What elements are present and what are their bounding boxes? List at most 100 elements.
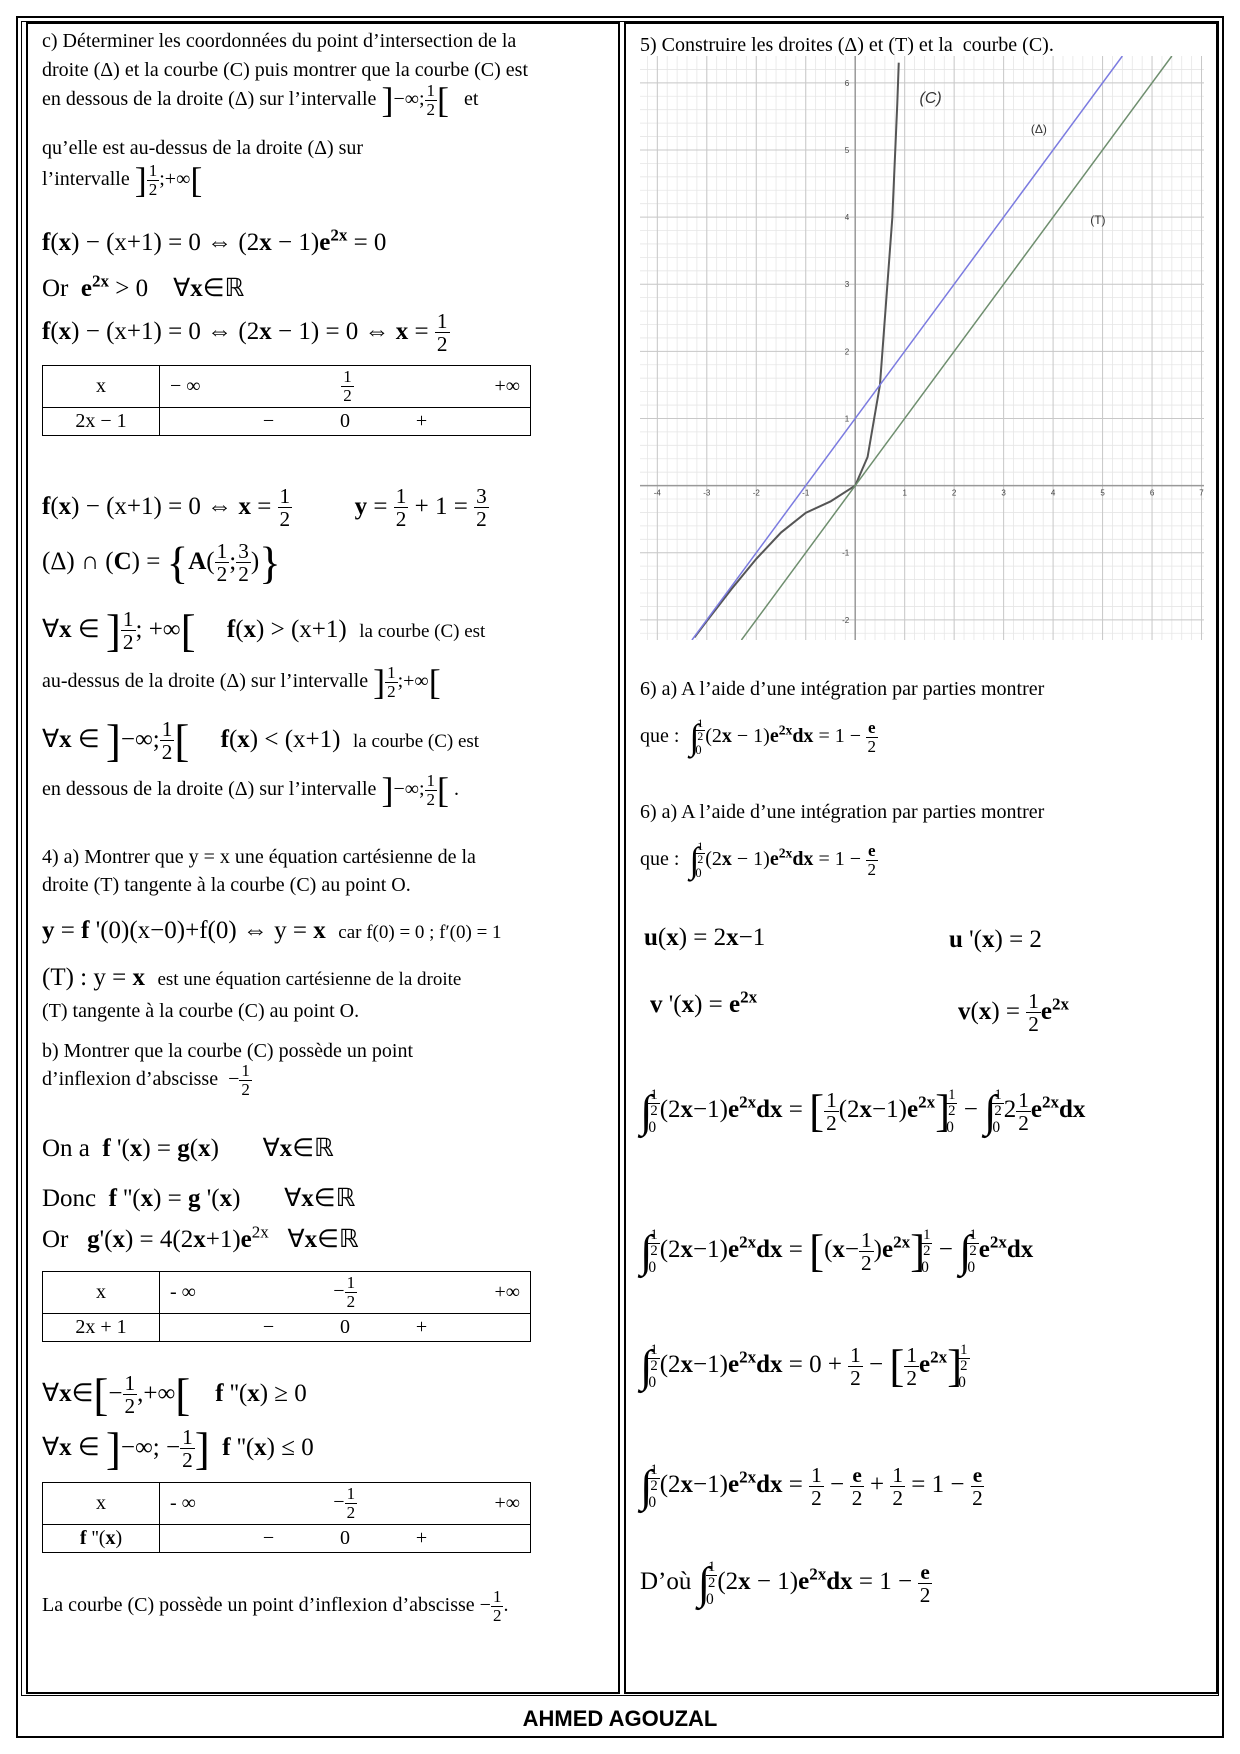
- bold: x: [259, 318, 272, 345]
- text: ''(: [223, 1379, 248, 1407]
- text: e: [919, 1351, 931, 1379]
- text: ) − (x+1) = 0 ⇔ (2: [71, 317, 260, 345]
- text: +: [415, 1526, 428, 1549]
- bold: 2x: [1052, 994, 1069, 1013]
- text: 0: [695, 865, 702, 880]
- denominator: 2: [921, 1244, 932, 1259]
- text: 0: [340, 1526, 350, 1549]
- text: 2: [707, 1575, 716, 1592]
- line: 6) a) A l’aide d’une intégration par par…: [640, 801, 1044, 824]
- text: en dessous de la droite (Δ) sur l’interv…: [42, 777, 382, 800]
- big-symbol: [: [190, 160, 202, 200]
- text: ∈: [71, 725, 106, 753]
- numerator: 1: [824, 1089, 839, 1113]
- denominator: 2: [341, 386, 354, 405]
- text: (: [228, 725, 238, 753]
- text: '(: [99, 1226, 113, 1254]
- lower-limit: 0: [967, 1260, 978, 1276]
- text: 1: [1028, 989, 1039, 1013]
- text: ;+∞: [159, 167, 191, 190]
- text: dx: [756, 1351, 783, 1379]
- text: 3: [476, 484, 487, 508]
- text: (T) tangente à la courbe (C) au point O.: [42, 1000, 360, 1022]
- text: = 0 +: [782, 1351, 849, 1379]
- text: dx: [756, 1236, 783, 1264]
- denominator: 2: [695, 731, 705, 743]
- bold: e: [81, 275, 92, 302]
- text: 2: [650, 1358, 658, 1375]
- text: −: [844, 1236, 860, 1264]
- text: 2x: [739, 1233, 757, 1253]
- table-cell: - ∞ −1 2 +∞: [159, 1271, 531, 1314]
- denominator: 2: [648, 1244, 659, 1259]
- text: x: [58, 317, 72, 345]
- bold: x: [220, 1185, 233, 1212]
- curve: [691, 56, 1123, 640]
- expression: f ''(x): [80, 1527, 122, 1549]
- y-tick-label: 2: [845, 347, 850, 356]
- text: 2x: [930, 1348, 948, 1368]
- text: 1: [346, 1273, 356, 1292]
- bold: f: [42, 229, 50, 256]
- text: e: [727, 1471, 740, 1499]
- bold: 2x: [990, 1233, 1007, 1252]
- left-column: [26, 22, 620, 1694]
- text: ''(: [116, 1185, 141, 1212]
- text: e: [80, 275, 92, 303]
- text: 2: [861, 1251, 872, 1276]
- text: −1): [872, 1096, 907, 1124]
- numerator: 1: [967, 1227, 979, 1245]
- bold: x: [59, 318, 72, 345]
- denominator: 2: [967, 1244, 978, 1259]
- expression: ∀x ∈ ]−∞; −1 2] f ''(x) ≤ 0: [42, 1426, 314, 1472]
- bold: 2x: [809, 1565, 826, 1584]
- text: x: [198, 1135, 211, 1162]
- text: 2: [867, 736, 877, 756]
- text: −: [957, 1096, 985, 1124]
- superscript: 2x: [990, 1233, 1007, 1252]
- text: qu’elle est au-dessus de la droite (Δ) s…: [42, 137, 364, 159]
- graph: -4 -3 -2 -1 1 2 3 4 5 6 7 -2 -1 1 2 3 4 5 6 (C) (Δ) (T): [640, 56, 1204, 640]
- numerator: 1: [904, 1344, 920, 1368]
- denominator: 2: [695, 854, 705, 866]
- denominator: 2: [809, 1487, 824, 1509]
- numerator: 1: [648, 1227, 660, 1245]
- bold: e: [1041, 998, 1052, 1025]
- bold: v: [958, 998, 971, 1025]
- superscript: 2x: [740, 988, 757, 1007]
- text: 2: [1003, 1096, 1017, 1124]
- variation-table: x- ∞ −1 2 +∞ 2x + 1−0 +: [42, 1271, 531, 1342]
- text: 1: [923, 1227, 931, 1243]
- bold: x: [301, 1185, 314, 1212]
- line: v(x) = 1 2 e2x: [958, 990, 1069, 1036]
- bold: x: [860, 1096, 873, 1123]
- text: ]: [381, 770, 394, 811]
- denominator: 2: [345, 1292, 358, 1311]
- numerator: e: [866, 718, 878, 738]
- denominator: 2: [648, 1104, 659, 1119]
- text: +: [863, 1471, 891, 1499]
- denominator: 2: [147, 180, 160, 199]
- text: x: [680, 1096, 694, 1124]
- numerator: 1: [180, 1426, 195, 1450]
- text: f: [81, 917, 90, 944]
- big-symbol: [: [889, 1341, 904, 1391]
- big-symbol: [: [429, 662, 441, 702]
- text: e: [881, 1236, 894, 1264]
- text: ]: [194, 1423, 210, 1474]
- text: 2: [436, 332, 448, 357]
- line: 4) a) Montrer que y = x une équation car…: [42, 846, 476, 869]
- text: (2: [705, 847, 722, 870]
- bold: x: [141, 1185, 154, 1212]
- text: e: [978, 1236, 990, 1264]
- text: x: [105, 1526, 116, 1549]
- text: x: [96, 1491, 106, 1514]
- text: −: [333, 1279, 345, 1302]
- table-cell: x: [42, 365, 160, 408]
- bold: x: [832, 1236, 845, 1263]
